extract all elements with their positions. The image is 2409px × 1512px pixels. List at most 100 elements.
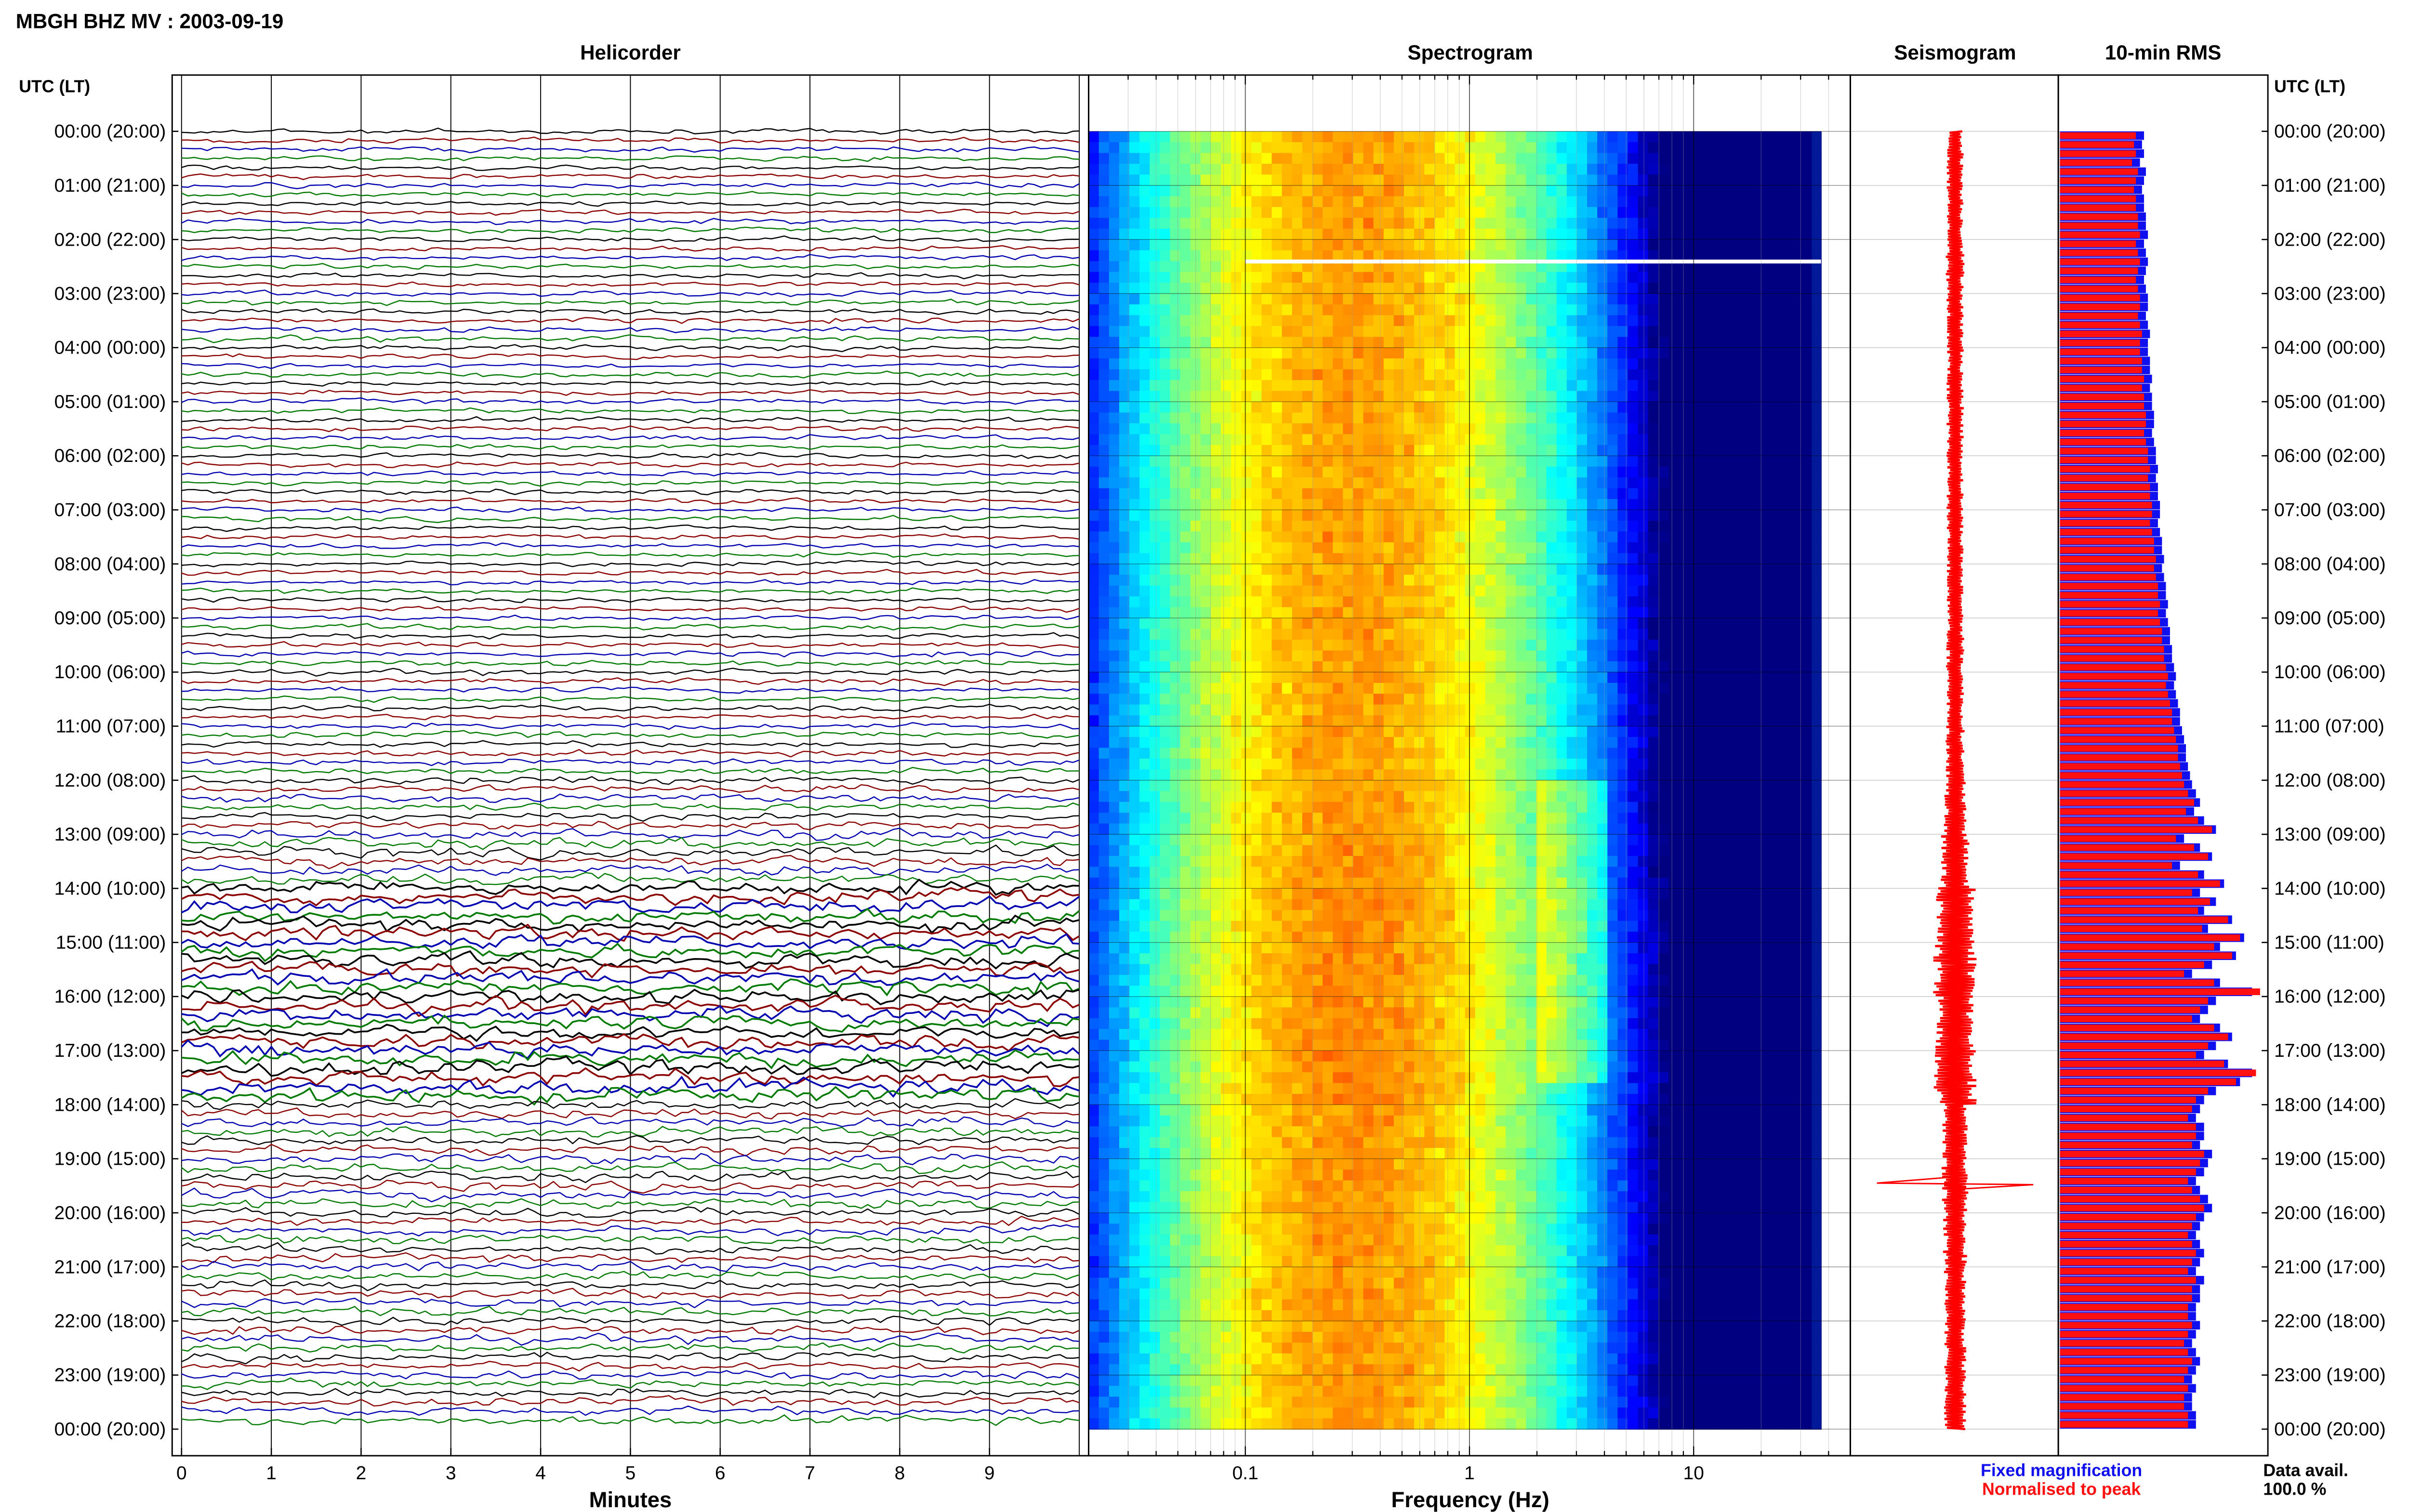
spectrogram-cell [1373, 845, 1385, 856]
spectrogram-cell [1628, 499, 1639, 511]
spectrogram-cell [1597, 261, 1608, 273]
helicorder-trace [181, 1005, 1080, 1027]
spectrogram-cell [1658, 694, 1669, 705]
spectrogram-cell [1088, 391, 1099, 402]
spectrogram-cell [1373, 369, 1385, 381]
spectrogram-cell [1424, 639, 1435, 651]
spectrogram-cell [1465, 672, 1476, 684]
spectrogram-cell [1760, 423, 1771, 435]
spectrogram-cell [1282, 791, 1293, 802]
spectrogram-cell [1658, 791, 1669, 802]
spectrogram-cell [1668, 401, 1680, 413]
spectrogram-cell [1465, 596, 1476, 608]
spectrogram-cell [1689, 131, 1700, 143]
spectrogram-cell [1475, 358, 1486, 370]
spectrogram-cell [1343, 466, 1354, 478]
spectrogram-cell [1282, 315, 1293, 327]
spectrogram-cell [1373, 639, 1385, 651]
spectrogram-cell [1088, 326, 1099, 338]
spectrogram-cell [1576, 531, 1588, 543]
helicorder-trace [181, 434, 1080, 441]
spectrogram-cell [1282, 466, 1293, 478]
spectrogram-cell [1607, 726, 1618, 738]
spectrogram-cell [1506, 466, 1517, 478]
spectrogram-cell [1403, 758, 1415, 770]
spectrogram-cell [1546, 748, 1557, 759]
spectrogram-cell [1271, 228, 1283, 240]
spectrogram-cell [1617, 629, 1628, 640]
spectrogram-cell [1221, 618, 1232, 630]
spectrogram-cell [1373, 823, 1385, 835]
spectrogram-cell [1709, 239, 1720, 251]
spectrogram-cell [1495, 261, 1507, 273]
helicorder-trace [181, 1076, 1080, 1098]
spectrogram-cell [1556, 748, 1568, 759]
spectrogram-cell [1119, 347, 1130, 359]
spectrogram-cell [1587, 272, 1598, 284]
spectrogram-cell [1749, 456, 1761, 467]
spectrogram-cell [1729, 347, 1740, 359]
spectrogram-cell [1393, 639, 1405, 651]
spectrogram-cell [1302, 661, 1313, 673]
spectrogram-cell [1749, 704, 1761, 716]
spectrogram-cell [1587, 477, 1598, 489]
spectrogram-cell [1648, 304, 1659, 316]
spectrogram-cell [1210, 553, 1222, 565]
spectrogram-cell [1617, 748, 1628, 759]
spectrogram-cell [1729, 293, 1740, 305]
spectrogram-cell [1231, 456, 1242, 467]
spectrogram-cell [1312, 477, 1324, 489]
spectrogram-cell [1485, 358, 1496, 370]
spectrogram-cell [1628, 845, 1639, 856]
spectrogram-cell [1180, 434, 1191, 446]
helicorder-trace [181, 308, 1080, 315]
spectrogram-cell [1424, 683, 1435, 695]
spectrogram-cell [1465, 629, 1476, 640]
spectrogram-cell [1749, 412, 1761, 424]
spectrogram-cell [1628, 510, 1639, 521]
spectrogram-cell [1200, 477, 1212, 489]
spectrogram-cell [1119, 207, 1130, 219]
spectrogram-cell [1190, 412, 1202, 424]
spectrogram-cell [1383, 239, 1395, 251]
spectrogram-cell [1597, 380, 1608, 392]
spectrogram-cell [1292, 639, 1303, 651]
spectrogram-cell [1729, 412, 1740, 424]
spectrogram-cell [1455, 282, 1466, 294]
spectrogram-cell [1719, 650, 1730, 662]
spectrogram-cell [1739, 553, 1751, 565]
spectrogram-cell [1373, 304, 1385, 316]
spectrogram-cell [1150, 477, 1161, 489]
spectrogram-cell [1210, 488, 1222, 500]
spectrogram-cell [1434, 401, 1445, 413]
spectrogram-cell [1139, 337, 1151, 348]
spectrogram-cell [1444, 726, 1456, 738]
spectrogram-cell [1760, 401, 1771, 413]
spectrogram-cell [1302, 618, 1313, 630]
spectrogram-cell [1699, 748, 1710, 759]
spectrogram-cell [1424, 358, 1435, 370]
spectrogram-cell [1739, 704, 1751, 716]
spectrogram-cell [1455, 261, 1466, 273]
spectrogram-cell [1129, 282, 1140, 294]
spectrogram-cell [1465, 736, 1476, 749]
spectrogram-cell [1099, 293, 1110, 305]
spectrogram-cell [1271, 629, 1283, 640]
spectrogram-cell [1088, 780, 1099, 792]
spectrogram-cell [1241, 802, 1252, 814]
spectrogram-cell [1088, 769, 1099, 781]
spectrogram-cell [1536, 369, 1547, 381]
spectrogram-cell [1333, 834, 1344, 846]
spectrogram-cell [1139, 748, 1151, 759]
spectrogram-cell [1597, 445, 1608, 457]
spectrogram-cell [1200, 650, 1212, 662]
spectrogram-cell [1597, 531, 1608, 543]
spectrogram-cell [1556, 499, 1568, 511]
spectrogram-cell [1465, 780, 1476, 792]
spectrogram-cell [1424, 239, 1435, 251]
spectrogram-cell [1607, 218, 1618, 229]
spectrogram-cell [1261, 250, 1272, 262]
spectrogram-cell [1536, 780, 1547, 792]
spectrogram-cell [1109, 391, 1120, 402]
spectrogram-cell [1261, 769, 1272, 781]
